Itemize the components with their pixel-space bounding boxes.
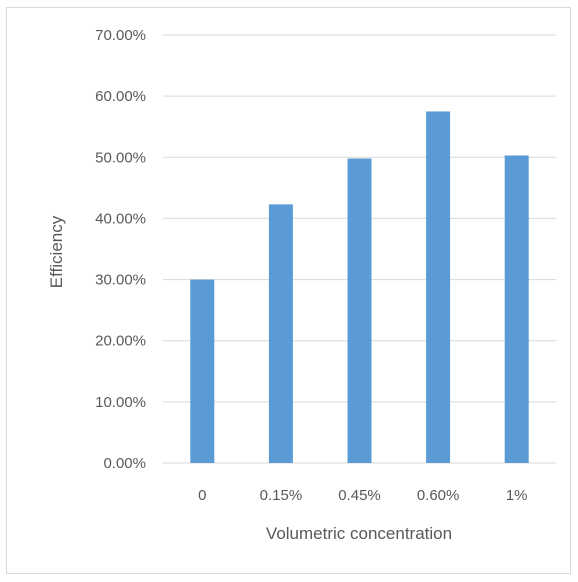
- x-tick-label: 0: [198, 487, 206, 504]
- x-tick-label: 0.60%: [417, 487, 460, 504]
- y-tick-label: 60.00%: [95, 88, 146, 105]
- x-tick-label: 0.45%: [338, 487, 381, 504]
- x-axis-title: Volumetric concentration: [266, 524, 452, 543]
- x-tick-label: 1%: [506, 487, 528, 504]
- y-axis-title: Efficiency: [47, 215, 66, 288]
- bar: [268, 204, 293, 463]
- y-tick-label: 0.00%: [103, 455, 146, 472]
- x-tick-labels: 0 0.15% 0.45% 0.60% 1%: [198, 487, 527, 504]
- bars: [190, 111, 529, 464]
- y-tick-labels: 0.00% 10.00% 20.00% 30.00% 40.00% 50.00% 60.00…: [95, 27, 146, 472]
- y-tick-label: 10.00%: [95, 394, 146, 411]
- x-tick-label: 0.15%: [260, 487, 303, 504]
- bar: [190, 279, 215, 463]
- y-tick-label: 70.00%: [95, 27, 146, 44]
- bar: [504, 155, 529, 464]
- bar: [347, 158, 372, 463]
- y-tick-label: 20.00%: [95, 333, 146, 350]
- y-tick-label: 50.00%: [95, 149, 146, 166]
- y-tick-label: 40.00%: [95, 210, 146, 227]
- bar: [426, 111, 451, 463]
- y-tick-label: 30.00%: [95, 272, 146, 289]
